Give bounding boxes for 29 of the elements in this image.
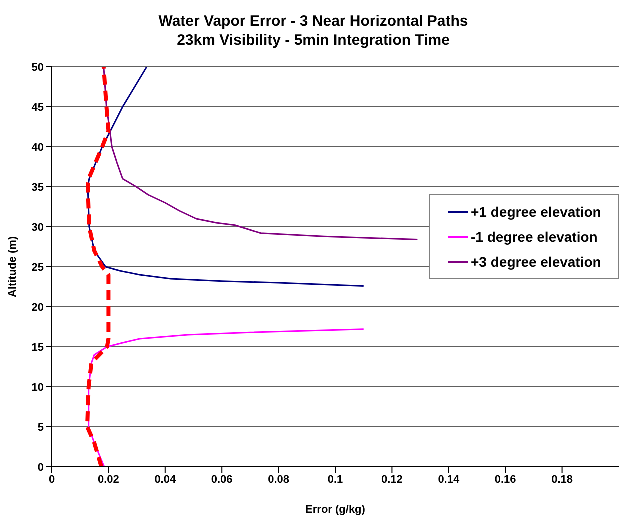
y-tick-label: 50 xyxy=(32,62,44,74)
y-tick-label: 15 xyxy=(32,342,44,354)
y-tick-label: 25 xyxy=(32,262,44,274)
y-tick-label: 0 xyxy=(38,462,44,474)
y-tick-label: 40 xyxy=(32,142,44,154)
y-tick-label: 45 xyxy=(32,102,44,114)
y-tick-label: 20 xyxy=(32,302,44,314)
y-tick-label: 5 xyxy=(38,422,44,434)
chart-title: Water Vapor Error - 3 Near Horizontal Paths 23km Visibility - 5min Integration Time xyxy=(158,12,470,50)
legend-label: -1 degree elevation xyxy=(471,228,598,244)
x-tick-label: 0.06 xyxy=(211,474,233,486)
y-tick-label: 35 xyxy=(32,182,44,194)
x-tick-label: 0.16 xyxy=(494,474,516,486)
line-series xyxy=(85,67,111,467)
x-tick-label: 0 xyxy=(48,474,56,486)
y-axis-title: Altitude (m) xyxy=(6,236,19,298)
x-tick-label: 0.04 xyxy=(154,474,177,486)
x-tick-label: 0.08 xyxy=(268,474,290,486)
y-tick-label: 30 xyxy=(32,222,44,234)
y-tick-label: 10 xyxy=(32,382,44,394)
legend-label: +1 degree elevation xyxy=(471,204,602,220)
line-series xyxy=(103,67,418,241)
x-axis-title: Error (g/kg) xyxy=(306,504,366,516)
legend-label: +3 degree elevation xyxy=(471,254,602,270)
x-tick-label: 0.02 xyxy=(98,474,120,486)
x-tick-label: 0.14 xyxy=(438,474,460,486)
x-tick-label: 0.1 xyxy=(328,474,344,486)
x-tick-label: 0.12 xyxy=(381,474,403,486)
x-tick-label: 0.18 xyxy=(552,474,574,486)
